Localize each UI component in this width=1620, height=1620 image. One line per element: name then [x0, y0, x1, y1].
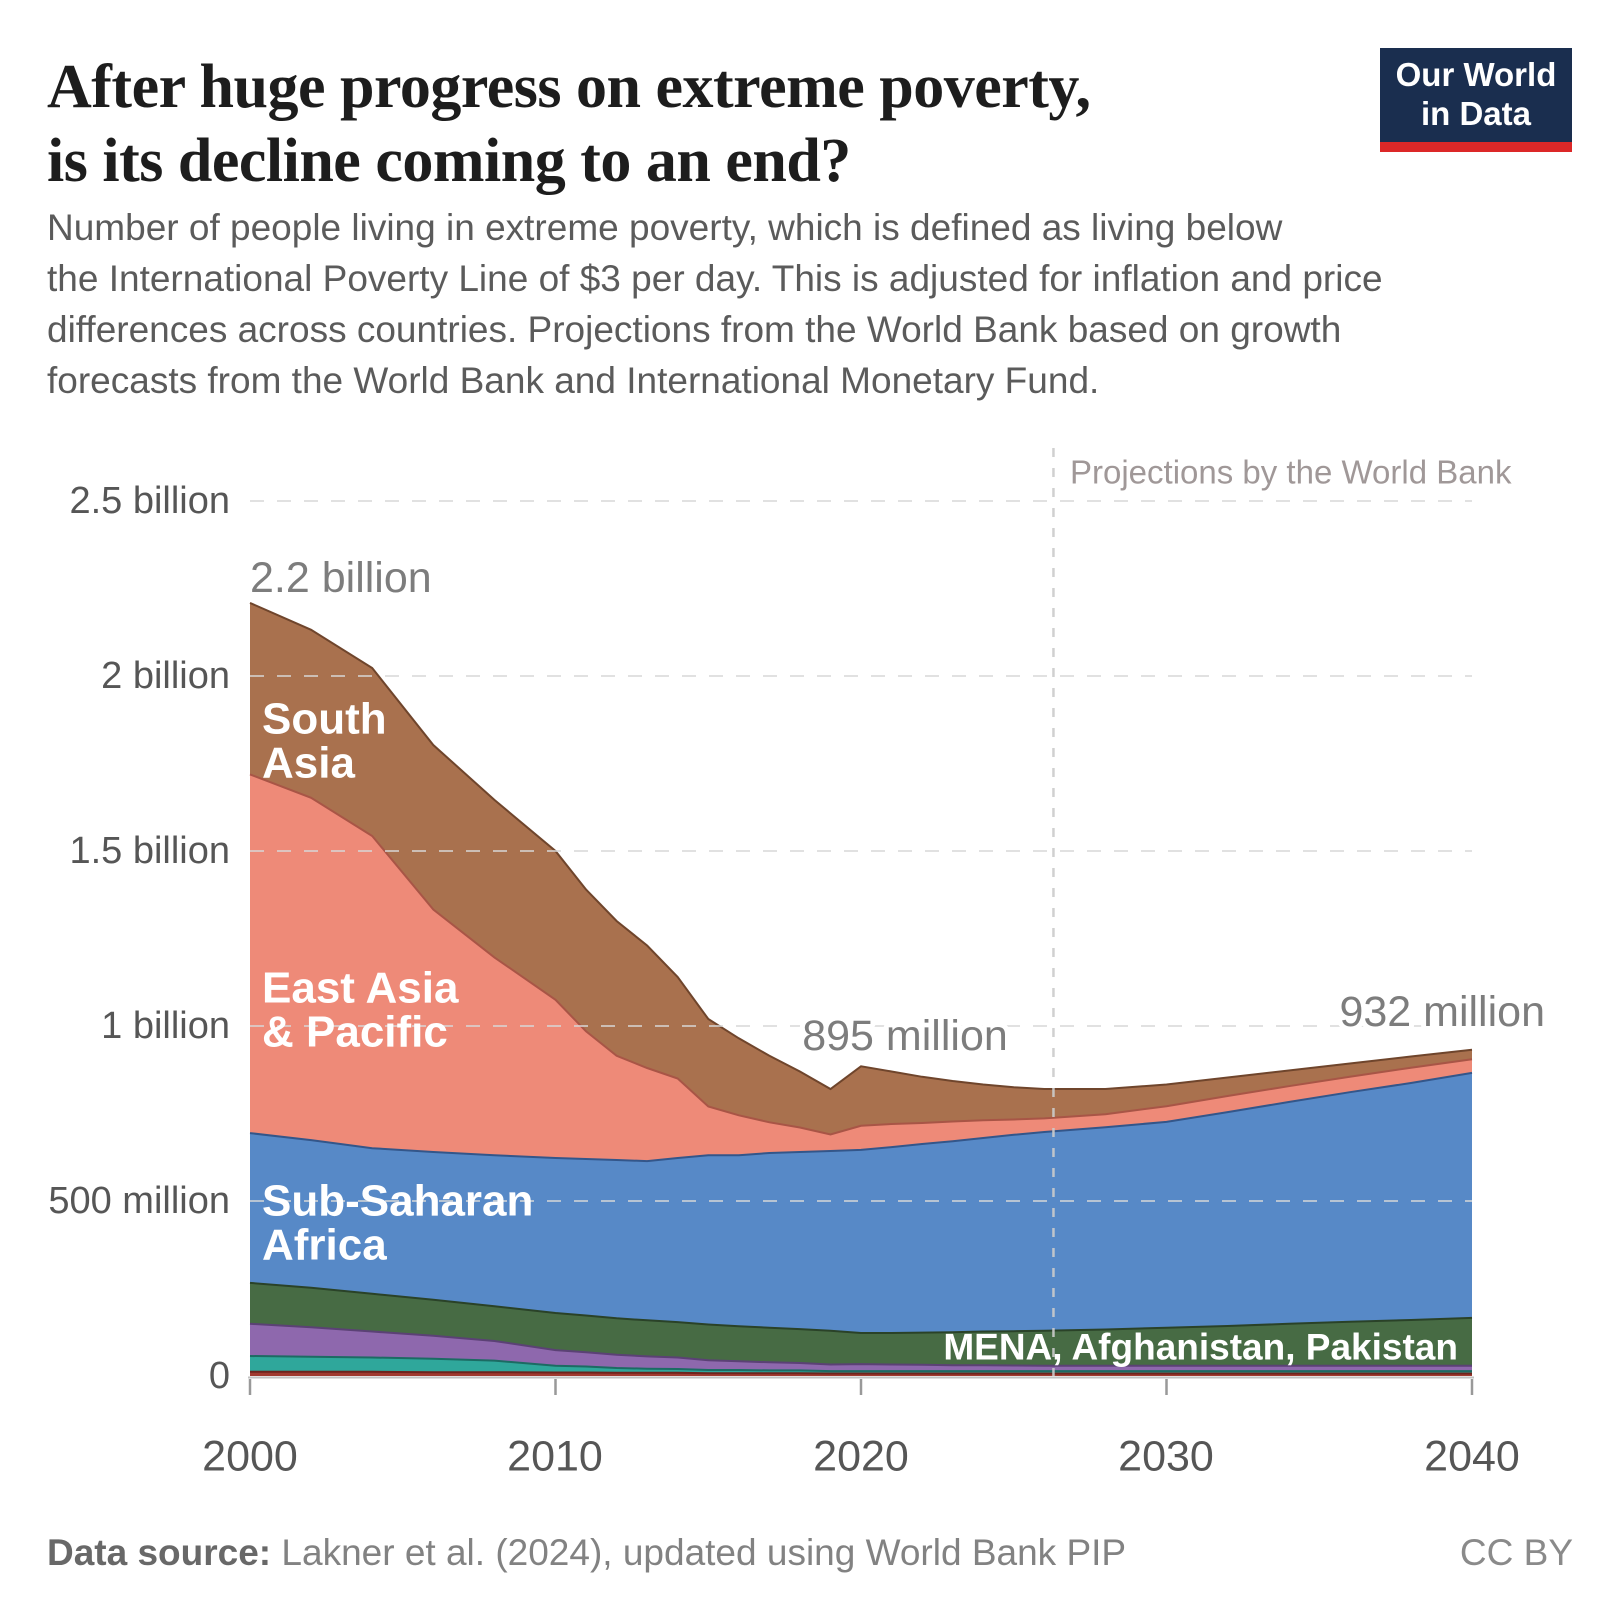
- owid-logo: Our World in Data: [1380, 48, 1572, 152]
- area-unlabeled-purple-band: [250, 1323, 1472, 1372]
- annotation-895-million: 895 million: [802, 1012, 1008, 1060]
- y-axis-label-1-5-billion: 1.5 billion: [69, 830, 230, 872]
- y-axis-label-1-billion: 1 billion: [101, 1005, 230, 1047]
- region-label-sub-saharan-africa-line-2: Africa: [262, 1221, 387, 1270]
- area-mena-afghanistan-pakistan: [250, 1282, 1472, 1366]
- area-unlabeled-teal-band: [250, 1356, 1472, 1374]
- projections-label: Projections by the World Bank: [1070, 454, 1512, 491]
- boundary-unlabeled-purple-band: [249, 1322, 1472, 1367]
- chart-area-boundaries: [249, 601, 1473, 1375]
- data-source-label: Data source:: [47, 1532, 272, 1573]
- subtitle-line: differences across countries. Projection…: [47, 309, 1342, 351]
- region-label-mena-afghanistan-pakistan: MENA, Afghanistan, Pakistan: [943, 1327, 1458, 1368]
- owid-logo-text-line-2: in Data: [1420, 95, 1532, 132]
- page-title-line-1: After huge progress on extreme poverty,: [47, 53, 1091, 121]
- data-source-text: Lakner et al. (2024), updated using Worl…: [271, 1532, 1127, 1573]
- y-axis-label-2-billion: 2 billion: [101, 655, 230, 697]
- y-axis-label-2-5-billion: 2.5 billion: [69, 480, 230, 522]
- region-label-east-asia-pacific-line-2: & Pacific: [262, 1008, 448, 1057]
- annotation-932-million: 932 million: [1339, 988, 1545, 1036]
- y-axis-label-500-million: 500 million: [48, 1180, 230, 1222]
- subtitle-line: Number of people living in extreme pover…: [47, 207, 1283, 248]
- region-label-south-asia-line-1: South: [262, 695, 387, 744]
- chart-gridlines: [250, 448, 1472, 1376]
- x-axis-label-2030: 2030: [1118, 1432, 1214, 1480]
- y-axis-label-0: 0: [209, 1355, 230, 1397]
- boundary-sub-saharan-africa: [249, 1071, 1473, 1163]
- subtitle-line: the International Poverty Line of $3 per…: [47, 258, 1383, 300]
- boundary-unlabeled-teal-band: [249, 1355, 1472, 1373]
- annotation-2-2-billion: 2.2 billion: [250, 554, 432, 602]
- x-axis-label-2010: 2010: [507, 1432, 603, 1480]
- region-label-east-asia-pacific-line-1: East Asia: [262, 964, 459, 1013]
- x-axis-label-2000: 2000: [202, 1432, 298, 1480]
- boundary-unlabeled-red-band: [250, 1370, 1472, 1375]
- x-axis-label-2040: 2040: [1424, 1432, 1520, 1480]
- chart-areas: [250, 602, 1472, 1376]
- subtitle-line: forecasts from the World Bank and Intern…: [47, 360, 1100, 402]
- chart-axis: [248, 1376, 1474, 1395]
- region-label-sub-saharan-africa-line-1: Sub-Saharan: [262, 1177, 533, 1226]
- footer-data-source: Data source: Lakner et al. (2024), updat…: [47, 1532, 1126, 1574]
- region-label-south-asia-line-2: Asia: [262, 739, 355, 788]
- license-cc-by: CC BY: [1459, 1532, 1573, 1573]
- boundary-east-asia-pacific: [249, 773, 1473, 1136]
- chart-subtitle: Number of people living in extreme pover…: [47, 202, 1383, 406]
- x-axis-label-2020: 2020: [813, 1432, 909, 1480]
- boundary-south-asia: [249, 601, 1473, 1091]
- owid-logo-text-line-1: Our World: [1395, 56, 1557, 94]
- area-east-asia-pacific: [250, 774, 1472, 1162]
- page-title: After huge progress on extreme poverty, …: [47, 50, 1091, 199]
- area-south-asia: [250, 602, 1472, 1135]
- area-sub-saharan-africa: [250, 1072, 1472, 1333]
- boundary-mena-afghanistan-pakistan: [249, 1281, 1473, 1334]
- page-title-line-2: is its decline coming to an end?: [47, 127, 851, 196]
